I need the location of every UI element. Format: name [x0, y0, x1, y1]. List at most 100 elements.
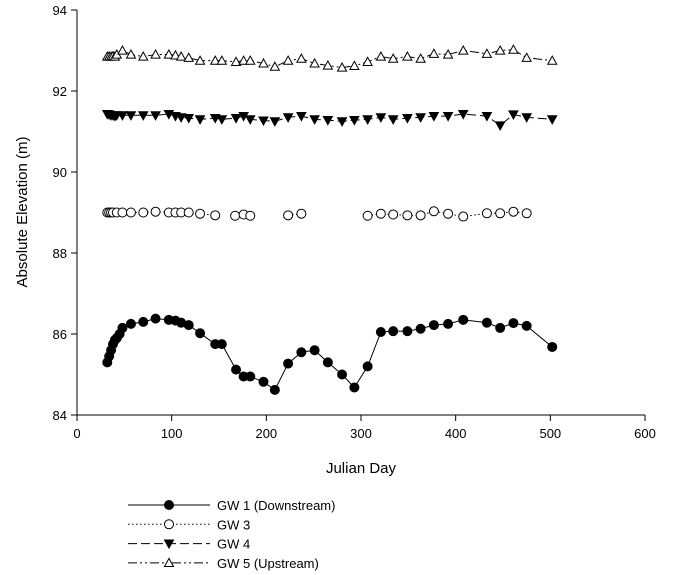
marker [150, 313, 161, 324]
marker [150, 206, 161, 217]
marker [415, 210, 426, 221]
marker [428, 320, 439, 331]
y-tick-label: 90 [53, 165, 67, 180]
marker [283, 210, 294, 221]
marker [362, 361, 373, 372]
marker [457, 109, 469, 120]
marker [388, 209, 399, 220]
marker [170, 49, 181, 60]
marker [258, 116, 269, 127]
marker [138, 207, 149, 218]
marker [402, 114, 413, 124]
marker [349, 116, 360, 126]
marker [163, 49, 175, 59]
x-tick-label: 600 [634, 426, 656, 441]
marker [137, 51, 149, 61]
marker [244, 55, 256, 65]
marker [375, 51, 387, 61]
marker [349, 382, 360, 393]
marker [117, 207, 128, 218]
x-tick-label: 100 [161, 426, 183, 441]
marker [521, 208, 532, 219]
x-axis-label: Julian Day [326, 460, 397, 477]
marker [546, 115, 558, 125]
marker [388, 326, 399, 337]
y-axis-label: Absolute Elevation (m) [14, 137, 31, 288]
marker [238, 55, 249, 65]
y-tick-label: 92 [53, 84, 67, 99]
marker [216, 339, 227, 350]
marker [458, 314, 469, 325]
legend-marker [164, 519, 174, 530]
marker [231, 364, 242, 375]
marker [309, 345, 320, 356]
legend-label: GW 4 [217, 537, 250, 552]
x-tick-label: 300 [350, 426, 372, 441]
marker [117, 44, 128, 55]
marker [481, 317, 492, 328]
marker [322, 116, 334, 126]
marker [216, 55, 228, 65]
y-tick-label: 94 [53, 3, 67, 18]
marker [508, 110, 519, 121]
marker [375, 326, 386, 337]
marker [269, 61, 281, 71]
marker [442, 49, 454, 59]
marker [296, 112, 307, 122]
x-tick-label: 400 [445, 426, 467, 441]
marker [245, 371, 256, 382]
x-tick-label: 500 [539, 426, 561, 441]
marker [282, 55, 294, 65]
y-tick-label: 88 [53, 246, 67, 261]
marker [428, 48, 440, 58]
legend-label: GW 5 (Upstream) [217, 556, 319, 571]
marker [362, 56, 373, 66]
marker [183, 52, 195, 62]
marker [150, 49, 161, 59]
marker [481, 48, 493, 58]
marker [495, 208, 506, 219]
marker [209, 55, 221, 65]
marker [443, 208, 454, 219]
marker [117, 111, 128, 121]
marker [402, 210, 413, 221]
x-tick-label: 200 [255, 426, 277, 441]
marker [322, 59, 334, 70]
marker [195, 328, 206, 339]
legend-label: GW 1 (Downstream) [217, 498, 335, 513]
marker [125, 49, 137, 59]
marker [183, 114, 195, 124]
marker [137, 111, 149, 121]
marker [309, 57, 320, 68]
marker [175, 113, 187, 123]
marker [362, 115, 373, 125]
marker [402, 326, 413, 337]
marker [183, 207, 194, 218]
marker [125, 111, 137, 121]
marker [415, 323, 426, 334]
marker [230, 210, 241, 221]
marker [387, 115, 399, 125]
marker [457, 44, 469, 55]
marker [210, 210, 221, 221]
marker [428, 112, 440, 122]
marker [375, 208, 386, 219]
marker [349, 60, 360, 70]
marker [495, 322, 506, 333]
marker [269, 384, 280, 395]
marker [508, 206, 519, 217]
marker [521, 113, 533, 123]
legend-marker [163, 539, 175, 550]
marker [387, 53, 399, 63]
marker [117, 322, 128, 333]
x-tick-label: 0 [73, 426, 80, 441]
legend-label: GW 3 [217, 517, 250, 532]
marker [194, 55, 206, 65]
marker [138, 316, 149, 327]
marker [296, 347, 307, 358]
marker [443, 318, 454, 329]
marker [402, 51, 413, 61]
marker [481, 208, 492, 219]
